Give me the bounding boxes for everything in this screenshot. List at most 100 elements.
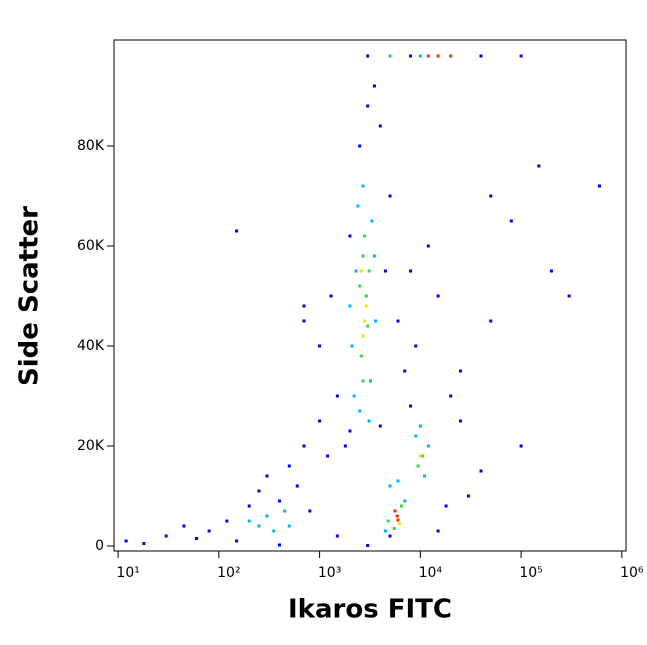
event-dot [388,534,392,538]
event-dot [364,304,368,308]
event-dot [403,369,407,373]
event-dot [396,518,400,522]
event-dot [519,54,523,58]
event-dot [449,54,453,58]
event-dot [278,499,282,503]
event-dot [207,529,211,533]
event-dot [537,164,541,168]
event-dot [358,284,362,288]
event-dot [388,54,392,58]
event-dot [444,504,448,508]
event-dot [124,539,128,543]
event-dot [287,464,291,468]
y-tick-label: 40K [77,338,105,354]
event-dot [257,524,261,528]
event-dot [356,204,360,208]
event-dot [458,419,462,423]
event-dot [418,424,422,428]
event-dot [283,509,287,513]
event-dot [374,319,378,323]
event-dot [416,464,420,468]
event-dot [388,484,392,488]
event-dot [295,484,299,488]
x-tick-label: 10³ [318,565,341,581]
event-dot [436,294,440,298]
event-dot [329,294,333,298]
event-dot [326,454,330,458]
x-tick-label: 10¹ [116,565,139,581]
event-dot [302,444,306,448]
event-dot [358,409,362,413]
event-dot [308,509,312,513]
event-dot [164,534,168,538]
event-dot [436,54,440,58]
plot-frame [113,39,627,552]
event-dot [318,419,322,423]
event-dot [348,429,352,433]
event-dot [235,229,239,233]
event-dot [366,104,370,108]
y-tick-label: 80K [77,138,105,154]
event-dot [383,529,387,533]
event-dot [367,269,371,273]
event-dot [409,404,413,408]
event-dot [352,394,356,398]
event-dot [358,144,362,148]
event-dot [414,344,418,348]
event-dot [257,489,261,493]
event-dot [489,194,493,198]
event-dot [350,344,354,348]
event-dot [343,444,347,448]
event-dot [458,369,462,373]
event-dot [335,534,339,538]
event-dot [420,454,424,458]
event-dot [549,269,553,273]
event-dot [414,434,418,438]
event-dot [489,319,493,323]
event-dot [348,304,352,308]
event-dot [479,54,483,58]
event-dot [597,184,601,188]
event-dot [418,54,422,58]
x-tick-label: 10⁴ [419,565,443,581]
event-dot [361,254,365,258]
event-dot [372,254,376,258]
event-dot [366,324,370,328]
event-dot [363,234,367,238]
event-dot [418,454,422,458]
event-dot [378,424,382,428]
event-dot [361,184,365,188]
y-tick-label: 20K [77,438,105,454]
event-dot [397,522,401,525]
event-dot [372,84,376,88]
event-dot [426,244,430,248]
event-dot [302,304,306,308]
event-dot [426,444,430,448]
event-dot [366,54,370,58]
event-dot [364,294,368,298]
event-dot [396,319,400,323]
event-dot [335,394,339,398]
event-dot [359,269,363,273]
event-dot [386,519,390,523]
event-dot [466,494,470,498]
y-tick-label: 0 [95,538,104,554]
x-tick-label: 10⁶ [620,565,644,581]
event-dot [361,379,365,383]
event-dot [509,219,513,223]
event-dot [383,269,387,273]
event-dot [265,514,269,518]
event-dot [409,54,413,58]
event-dot [287,524,291,528]
event-dot [392,527,396,530]
event-dot [449,394,453,398]
event-dot [318,344,322,348]
event-dot [378,124,382,128]
event-dot [225,519,229,523]
event-dot [403,499,407,503]
event-dot [567,294,571,298]
event-dot [302,319,306,323]
event-dot [519,444,523,448]
event-dot [423,474,427,478]
